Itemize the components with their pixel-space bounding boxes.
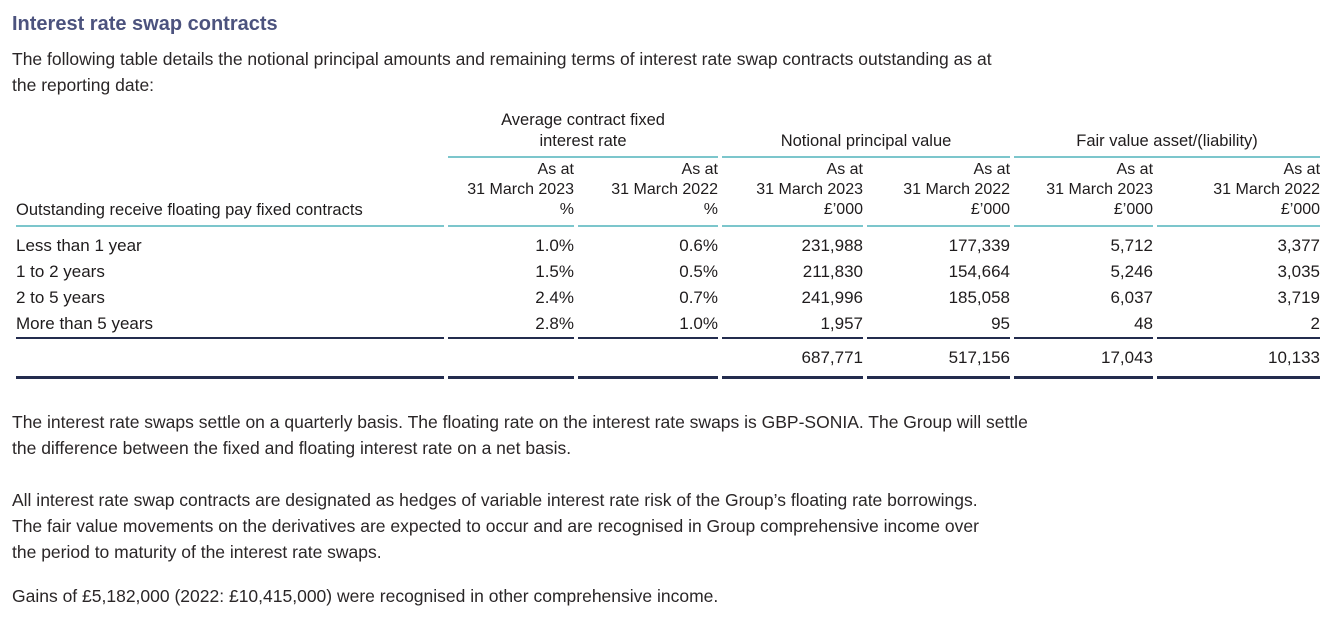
table-row-1-to-2-years: 1 to 2 years 1.5% 0.5% 211,830 154,664 5… bbox=[16, 259, 1320, 285]
cell-rate-2022: 0.5% bbox=[679, 262, 718, 281]
total-fairvalue-2023: 17,043 bbox=[1014, 339, 1154, 379]
row-group-label: Outstanding receive floating pay fixed c… bbox=[16, 158, 444, 227]
cell-rate-2023: 2.4% bbox=[535, 288, 574, 307]
cell-notional-2023: 1,957 bbox=[722, 311, 863, 339]
intro-line-1: The following table details the notional… bbox=[12, 49, 992, 69]
col-header-rate-2023: As at 31 March 2023 % bbox=[448, 158, 574, 227]
intro-line-2: the reporting date: bbox=[12, 75, 155, 95]
col-header-fairvalue-2022: As at 31 March 2022 £’000 bbox=[1157, 158, 1321, 227]
group-header-row: Average contract fixed interest rate Not… bbox=[16, 110, 1321, 158]
cell-notional-2022: 154,664 bbox=[948, 262, 1011, 281]
cell-fairvalue-2023: 5,712 bbox=[1110, 236, 1154, 255]
row-label: More than 5 years bbox=[16, 311, 444, 339]
cell-rate-2022: 0.6% bbox=[679, 236, 718, 255]
cell-rate-2023: 1.5% bbox=[535, 262, 574, 281]
cell-fairvalue-2022: 3,719 bbox=[1277, 288, 1321, 307]
col-header-notional-2023: As at 31 March 2023 £’000 bbox=[722, 158, 863, 227]
total-row-label-empty bbox=[16, 339, 444, 379]
cell-rate-2023: 1.0% bbox=[535, 236, 574, 255]
col-header-rate-2022: As at 31 March 2022 % bbox=[578, 158, 718, 227]
cell-notional-2022: 185,058 bbox=[948, 288, 1011, 307]
row-label: 2 to 5 years bbox=[16, 288, 105, 307]
paragraph-settlement-basis: The interest rate swaps settle on a quar… bbox=[12, 412, 1028, 458]
group-header-avg-fixed-rate: Average contract fixed interest rate bbox=[448, 110, 718, 158]
group-header-spacer bbox=[16, 110, 444, 158]
table-row-2-to-5-years: 2 to 5 years 2.4% 0.7% 241,996 185,058 6… bbox=[16, 285, 1320, 311]
group-header-notional-value: Notional principal value bbox=[722, 110, 1011, 158]
col-header-notional-2022: As at 31 March 2022 £’000 bbox=[867, 158, 1011, 227]
cell-notional-2023: 231,988 bbox=[801, 236, 863, 255]
paragraph-gains-recognised: Gains of £5,182,000 (2022: £10,415,000) … bbox=[12, 586, 719, 606]
cell-fairvalue-2023: 5,246 bbox=[1110, 262, 1154, 281]
cell-notional-2022: 95 bbox=[867, 311, 1011, 339]
section-title: Interest rate swap contracts bbox=[12, 13, 278, 35]
total-notional-2023: 687,771 bbox=[722, 339, 863, 379]
cell-notional-2022: 177,339 bbox=[948, 236, 1011, 255]
column-header-row: Outstanding receive floating pay fixed c… bbox=[16, 158, 1321, 227]
intro-text: The following table details the notional… bbox=[12, 46, 1321, 98]
row-label: Less than 1 year bbox=[16, 236, 142, 255]
group-label-fair-value: Fair value asset/(liability) bbox=[1076, 132, 1258, 150]
cell-rate-2022: 0.7% bbox=[679, 288, 718, 307]
table-row-less-than-1-year: Less than 1 year 1.0% 0.6% 231,988 177,3… bbox=[16, 227, 1320, 259]
cell-fairvalue-2022: 3,377 bbox=[1277, 236, 1321, 255]
paragraph-hedge-designation: All interest rate swap contracts are des… bbox=[12, 490, 979, 562]
total-rate-2023-empty bbox=[448, 339, 574, 379]
cell-rate-2023: 2.8% bbox=[448, 311, 574, 339]
group-label-notional-value: Notional principal value bbox=[780, 132, 952, 150]
table-row-more-than-5-years: More than 5 years 2.8% 1.0% 1,957 95 48 … bbox=[16, 311, 1321, 339]
cell-notional-2023: 241,996 bbox=[801, 288, 863, 307]
total-fairvalue-2022: 10,133 bbox=[1157, 339, 1321, 379]
cell-fairvalue-2023: 48 bbox=[1014, 311, 1154, 339]
row-label: 1 to 2 years bbox=[16, 262, 105, 281]
swap-contracts-table: Average contract fixed interest rate Not… bbox=[12, 110, 1324, 379]
total-notional-2022: 517,156 bbox=[867, 339, 1011, 379]
cell-notional-2023: 211,830 bbox=[802, 262, 863, 281]
cell-fairvalue-2023: 6,037 bbox=[1110, 288, 1154, 307]
group-label-avg-fixed-rate: Average contract fixed interest rate bbox=[501, 111, 665, 150]
total-row: 687,771 517,156 17,043 10,133 bbox=[16, 339, 1321, 379]
cell-fairvalue-2022: 2 bbox=[1157, 311, 1321, 339]
cell-rate-2022: 1.0% bbox=[578, 311, 718, 339]
col-header-fairvalue-2023: As at 31 March 2023 £’000 bbox=[1014, 158, 1154, 227]
total-rate-2022-empty bbox=[578, 339, 718, 379]
cell-fairvalue-2022: 3,035 bbox=[1277, 262, 1321, 281]
group-header-fair-value: Fair value asset/(liability) bbox=[1014, 110, 1321, 158]
